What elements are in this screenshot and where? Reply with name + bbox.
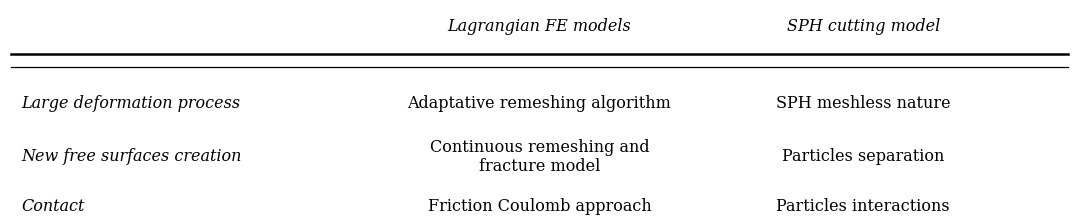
- Text: Contact: Contact: [22, 198, 85, 215]
- Text: Friction Coulomb approach: Friction Coulomb approach: [427, 198, 652, 215]
- Text: Lagrangian FE models: Lagrangian FE models: [448, 18, 631, 35]
- Text: SPH meshless nature: SPH meshless nature: [776, 95, 951, 112]
- Text: SPH cutting model: SPH cutting model: [787, 18, 940, 35]
- Text: Particles separation: Particles separation: [782, 148, 944, 165]
- Text: New free surfaces creation: New free surfaces creation: [22, 148, 242, 165]
- Text: Adaptative remeshing algorithm: Adaptative remeshing algorithm: [408, 95, 671, 112]
- Text: Particles interactions: Particles interactions: [777, 198, 950, 215]
- Text: Large deformation process: Large deformation process: [22, 95, 241, 112]
- Text: Continuous remeshing and
fracture model: Continuous remeshing and fracture model: [429, 138, 650, 175]
